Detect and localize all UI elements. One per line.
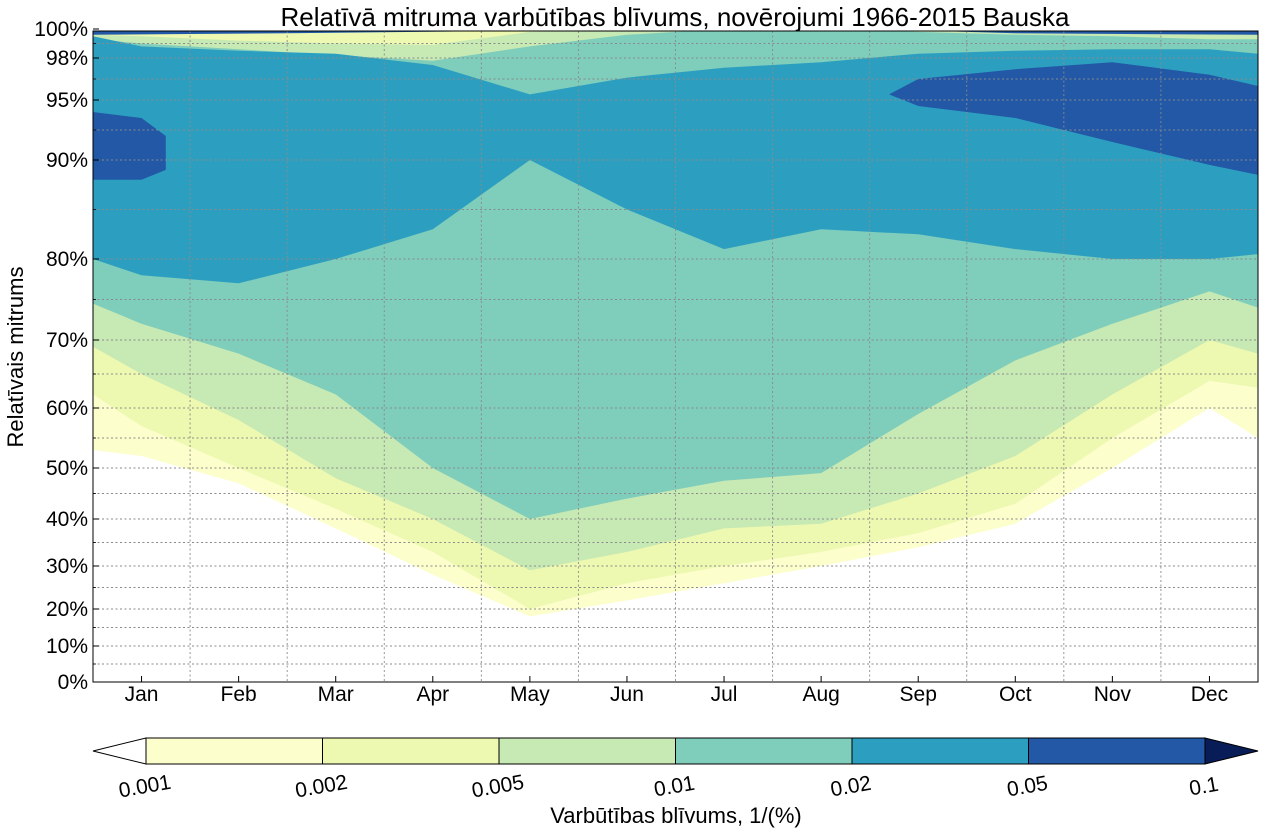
colorbar-tick-label: 0.005 xyxy=(470,771,526,803)
colorbar-tick-label: 0.02 xyxy=(829,772,873,802)
x-tick-label: Mar xyxy=(318,683,354,706)
y-tick-label: 80% xyxy=(46,248,88,271)
colorbar-band xyxy=(851,737,1029,765)
colorbar: 0.001 0.002 0.005 0.01 0.02 0.05 0.1 xyxy=(92,737,1259,803)
y-tick-label: 100% xyxy=(34,18,88,41)
x-tick-label: Jul xyxy=(711,683,738,706)
y-tick-label: 60% xyxy=(46,397,88,420)
colorbar-band xyxy=(675,737,853,765)
grid xyxy=(93,31,1258,682)
x-tick-label: Oct xyxy=(999,683,1032,706)
y-tick-label: 70% xyxy=(46,329,88,352)
colorbar-band xyxy=(498,737,676,765)
x-tick-label: Jun xyxy=(610,683,644,706)
x-tick-label: Aug xyxy=(802,683,839,706)
x-tick-label: Dec xyxy=(1191,683,1228,706)
y-tick-label: 0% xyxy=(58,671,88,694)
plot-frame xyxy=(92,30,1259,683)
chart-title: Relatīvā mitruma varbūtības blīvums, nov… xyxy=(280,2,1070,32)
colorbar-extend-low xyxy=(92,737,147,765)
y-axis: 0% 10% 20% 30% 40% 50% 60% 70% 80% 90% 95% 98% 100% xyxy=(34,18,99,694)
x-tick-label: Nov xyxy=(1094,683,1132,706)
colorbar-tick-label: 0.1 xyxy=(1187,773,1220,801)
colorbar-tick-label: 0.01 xyxy=(652,772,696,802)
colorbar-extend-high xyxy=(1204,737,1259,765)
y-tick-label: 10% xyxy=(46,635,88,658)
x-tick-label: Apr xyxy=(416,683,449,706)
x-tick-label: Sep xyxy=(900,683,937,706)
y-axis-label: Relatīvais mitrums xyxy=(3,267,28,448)
y-tick-label: 98% xyxy=(46,47,88,70)
y-tick-label: 50% xyxy=(46,457,88,480)
x-axis: Jan Feb Mar Apr May Jun Jul Aug Sep Oct Nov Dec xyxy=(125,676,1228,706)
colorbar-tick-label: 0.001 xyxy=(117,771,173,803)
colorbar-tick-label: 0.002 xyxy=(293,771,349,803)
colorbar-band xyxy=(1028,737,1206,765)
x-tick-label: Feb xyxy=(221,683,257,706)
colorbar-band xyxy=(145,737,323,765)
colorbar-label: Varbūtības blīvums, 1/(%) xyxy=(550,803,801,828)
y-tick-label: 20% xyxy=(46,598,88,621)
colorbar-tick-label: 0.05 xyxy=(1005,772,1049,802)
y-tick-label: 95% xyxy=(46,89,88,112)
contour-region-0_05-1 xyxy=(889,62,1258,175)
contour-region-0_05-0 xyxy=(93,112,166,180)
y-tick-label: 30% xyxy=(46,555,88,578)
y-tick-label: 90% xyxy=(46,149,88,172)
y-tick-label: 40% xyxy=(46,508,88,531)
x-tick-label: Jan xyxy=(125,683,159,706)
colorbar-band xyxy=(322,737,500,765)
x-tick-label: May xyxy=(510,683,550,706)
